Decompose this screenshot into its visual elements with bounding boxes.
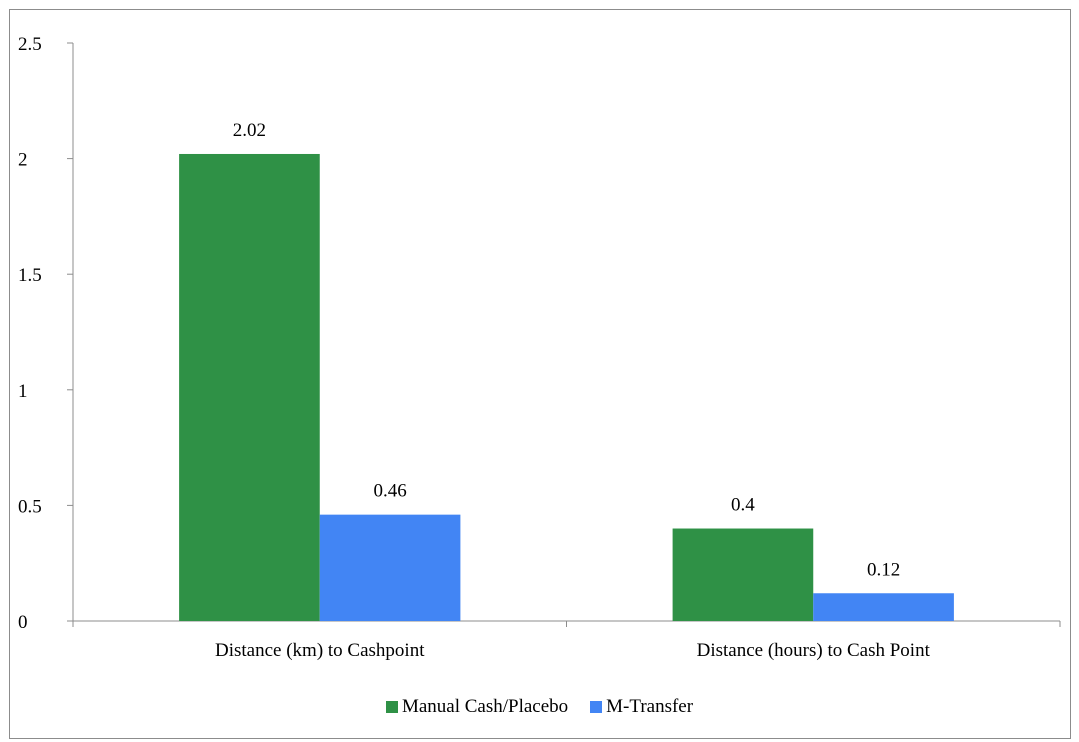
y-tick-label: 2 [18, 150, 28, 171]
bar [179, 153, 320, 621]
legend: Manual Cash/Placebo M-Transfer [0, 695, 1079, 719]
x-tick-label: Distance (km) to Cashpoint [215, 640, 425, 661]
legend-item-manual-cash: Manual Cash/Placebo [385, 696, 569, 718]
legend-swatch-m-transfer [590, 701, 603, 713]
data-label: 0.46 [373, 481, 406, 502]
legend-swatch-manual-cash [385, 701, 398, 713]
y-tick-label: 1.5 [18, 265, 42, 286]
legend-label-m-transfer: M-Transfer [606, 696, 694, 717]
data-label: 0.4 [731, 495, 755, 516]
bar [672, 528, 814, 621]
legend-label-manual-cash: Manual Cash/Placebo [401, 696, 569, 717]
y-tick-label: 2.5 [18, 34, 42, 55]
y-tick-label: 1 [18, 381, 28, 402]
data-label: 0.12 [867, 559, 900, 580]
bar [813, 593, 954, 621]
data-label: 2.02 [233, 120, 266, 141]
x-tick-label: Distance (hours) to Cash Point [697, 640, 931, 661]
y-axis: 0 0.5 1 1.5 2 2.5 [18, 34, 74, 633]
bar [319, 514, 461, 621]
y-tick-label: 0.5 [18, 496, 42, 517]
bars [179, 153, 954, 621]
data-labels: 2.02 0.46 0.4 0.12 [233, 120, 900, 580]
x-axis: Distance (km) to Cashpoint Distance (hour… [72, 620, 1061, 661]
legend-item-m-transfer: M-Transfer [590, 696, 693, 718]
y-tick-label: 0 [18, 612, 28, 633]
